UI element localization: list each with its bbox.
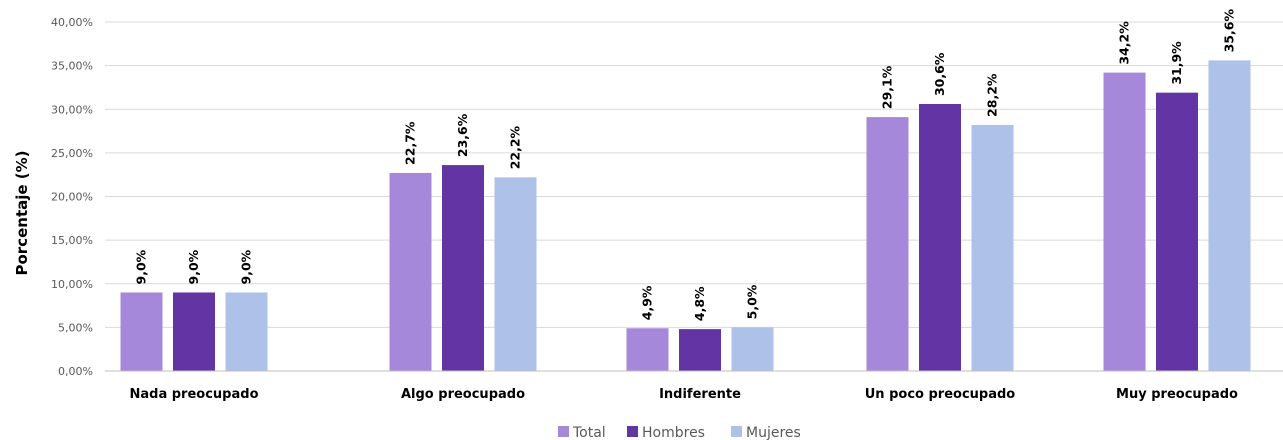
legend-label: Total [572, 425, 606, 440]
data-label: 28,2% [985, 73, 1000, 117]
y-tick-label: 20,00% [51, 191, 93, 204]
data-label: 22,2% [508, 125, 523, 169]
legend-item-total: Total [558, 425, 606, 440]
data-label: 5,0% [745, 284, 760, 319]
data-label: 31,9% [1169, 41, 1184, 85]
bar-hombres-5 [1156, 92, 1198, 372]
bar-mujeres-3 [731, 327, 774, 371]
bar-mujeres-2 [494, 177, 537, 371]
bars [120, 60, 1251, 372]
bar-total-4 [866, 117, 909, 371]
bar-hombres-2 [442, 165, 484, 371]
legend-swatch [558, 426, 569, 437]
y-tick-label: 25,00% [51, 147, 93, 160]
legend-swatch [731, 426, 742, 437]
y-tick-label: 0,00% [58, 365, 93, 378]
bar-total-1 [120, 292, 163, 371]
data-label: 22,7% [403, 121, 418, 165]
y-tick-label: 40,00% [51, 16, 93, 29]
bar-total-2 [389, 172, 432, 371]
data-labels: 9,0% 9,0% 9,0% 22,7% 23,6% 22,2% 4,9% 4,8% 5,0% 2… [134, 9, 1237, 322]
data-label: 4,8% [692, 286, 707, 321]
data-label: 34,2% [1117, 21, 1132, 65]
x-category-label: Nada preocupado [130, 387, 259, 402]
bar-mujeres-4 [971, 124, 1014, 371]
bar-hombres-3 [679, 329, 721, 371]
x-category-label: Un poco preocupado [865, 387, 1016, 402]
data-label: 9,0% [186, 249, 201, 284]
gridlines [105, 21, 1283, 328]
bar-hombres-1 [173, 292, 215, 371]
y-tick-label: 30,00% [51, 103, 93, 116]
bar-total-5 [1103, 72, 1146, 371]
y-axis-title: Porcentaje (%) [13, 150, 31, 275]
data-label: 23,6% [455, 113, 470, 157]
data-label: 4,9% [640, 285, 655, 320]
x-axis-categories: Nada preocupado Algo preocupado Indiferent… [130, 387, 1239, 402]
bar-mujeres-1 [225, 292, 268, 371]
legend-label: Mujeres [746, 425, 801, 440]
y-tick-label: 10,00% [51, 278, 93, 291]
bar-hombres-4 [919, 104, 961, 371]
bar-mujeres-5 [1208, 60, 1251, 371]
x-category-label: Indiferente [659, 387, 741, 402]
x-category-label: Muy preocupado [1116, 387, 1238, 402]
y-axis-ticks: 0,00% 5,00% 10,00% 15,00% 20,00% 25,00% 30,00%… [51, 16, 93, 378]
data-label: 35,6% [1222, 9, 1237, 53]
x-category-label: Algo preocupado [401, 387, 525, 402]
y-tick-label: 5,00% [58, 321, 93, 334]
data-label: 9,0% [239, 249, 254, 284]
data-label: 9,0% [134, 249, 149, 284]
legend-swatch [627, 426, 638, 437]
bar-total-3 [626, 328, 669, 371]
legend-item-mujeres: Mujeres [731, 425, 801, 440]
legend-label: Hombres [642, 425, 705, 440]
data-label: 30,6% [932, 52, 947, 96]
y-tick-label: 15,00% [51, 234, 93, 247]
legend-item-hombres: Hombres [627, 425, 705, 440]
legend: Total Hombres Mujeres [558, 425, 801, 440]
data-label: 29,1% [880, 65, 895, 109]
y-tick-label: 35,00% [51, 60, 93, 73]
